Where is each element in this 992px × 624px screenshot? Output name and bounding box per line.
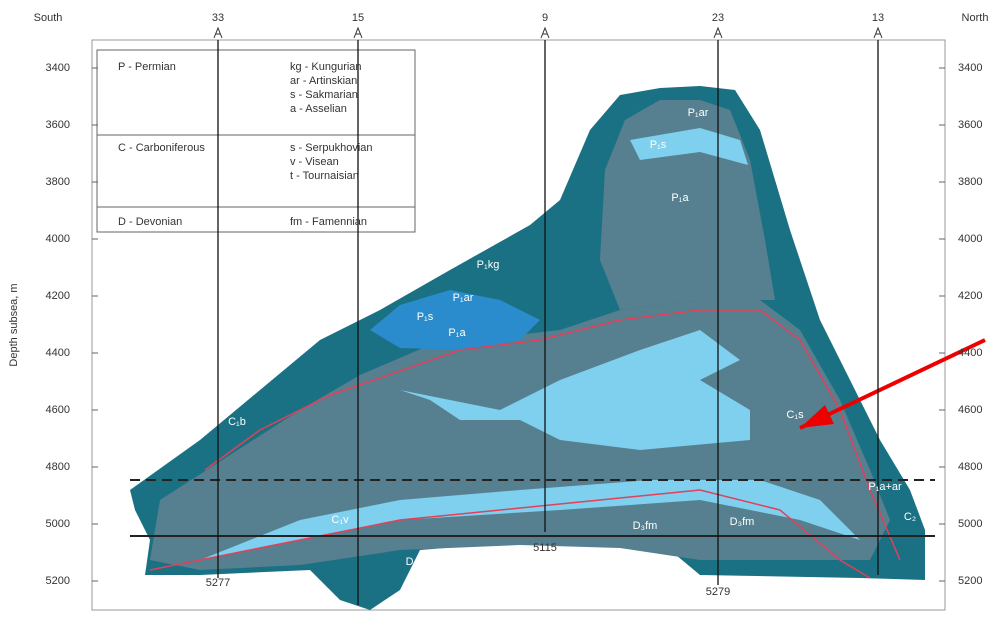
legend-stage: v - Visean [290,156,339,168]
layer-label: D₃fm [406,556,431,568]
layer-label: P₁a [448,327,466,339]
well-label: 15 [352,12,364,24]
well-label: 23 [712,12,724,24]
depth-label: 4600 [958,404,982,416]
depth-label: 5000 [958,518,982,530]
well-symbol [714,28,722,38]
north-label: North [962,12,989,24]
layer-label: P₁kg [477,259,500,271]
legend-stage: s - Serpukhovian [290,142,373,154]
depth-label: 4600 [46,404,70,416]
layer-label: P₁a+ar [868,481,902,493]
legend-stage: a - Asselian [290,103,347,115]
depth-label: 3600 [46,119,70,131]
layer-label: P₁ar [453,292,474,304]
well-depth: 5279 [706,586,730,598]
layer-label: P₁ar [688,107,709,119]
well-symbol [354,28,362,38]
depth-label: 4800 [46,461,70,473]
depth-label: 3800 [46,176,70,188]
layer-label: C₁s [786,409,804,421]
depth-label: 3800 [958,176,982,188]
depth-label: 5200 [46,575,70,587]
layer-label: C₁v [331,514,349,526]
legend-stage: ar - Artinskian [290,75,357,87]
legend-stage: fm - Famennian [290,216,367,228]
legend-system: C - Carboniferous [118,142,205,154]
depth-label: 4000 [46,233,70,245]
depth-label: 4400 [958,347,982,359]
depth-label: 4400 [46,347,70,359]
well-symbol [214,28,222,38]
legend-system: P - Permian [118,61,176,73]
depth-label: 4000 [958,233,982,245]
depth-label: 4200 [46,290,70,302]
well-label: 13 [872,12,884,24]
layer-label: D₃fm [633,520,658,532]
y-axis-label: Depth subsea, m [8,283,20,366]
layer-label: P₁s [650,139,667,151]
well-depth: 5277 [206,577,230,589]
layer-label: D₃fm [730,516,755,528]
south-label: South [34,12,63,24]
depth-label: 4800 [958,461,982,473]
depth-label: 5200 [958,575,982,587]
well-label: 9 [542,12,548,24]
layer-label: P₁s [417,311,434,323]
layer-label: C₂ [904,511,916,523]
depth-label: 3400 [46,62,70,74]
well-label: 33 [212,12,224,24]
depth-label: 5000 [46,518,70,530]
cross-section: South North Depth subsea, m 3400 3400 3600… [0,0,992,619]
layer-label: C₁b [228,416,246,428]
well-symbol [541,28,549,38]
well-symbol [874,28,882,38]
depth-label: 3400 [958,62,982,74]
legend-stage: s - Sakmarian [290,89,358,101]
depth-label: 4200 [958,290,982,302]
well-depth: 5115 [533,542,557,554]
legend-system: D - Devonian [118,216,182,228]
layer-label: P₁a [671,192,689,204]
depth-label: 3600 [958,119,982,131]
legend-stage: kg - Kungurian [290,61,362,73]
legend-stage: t - Tournaisian [290,170,359,182]
